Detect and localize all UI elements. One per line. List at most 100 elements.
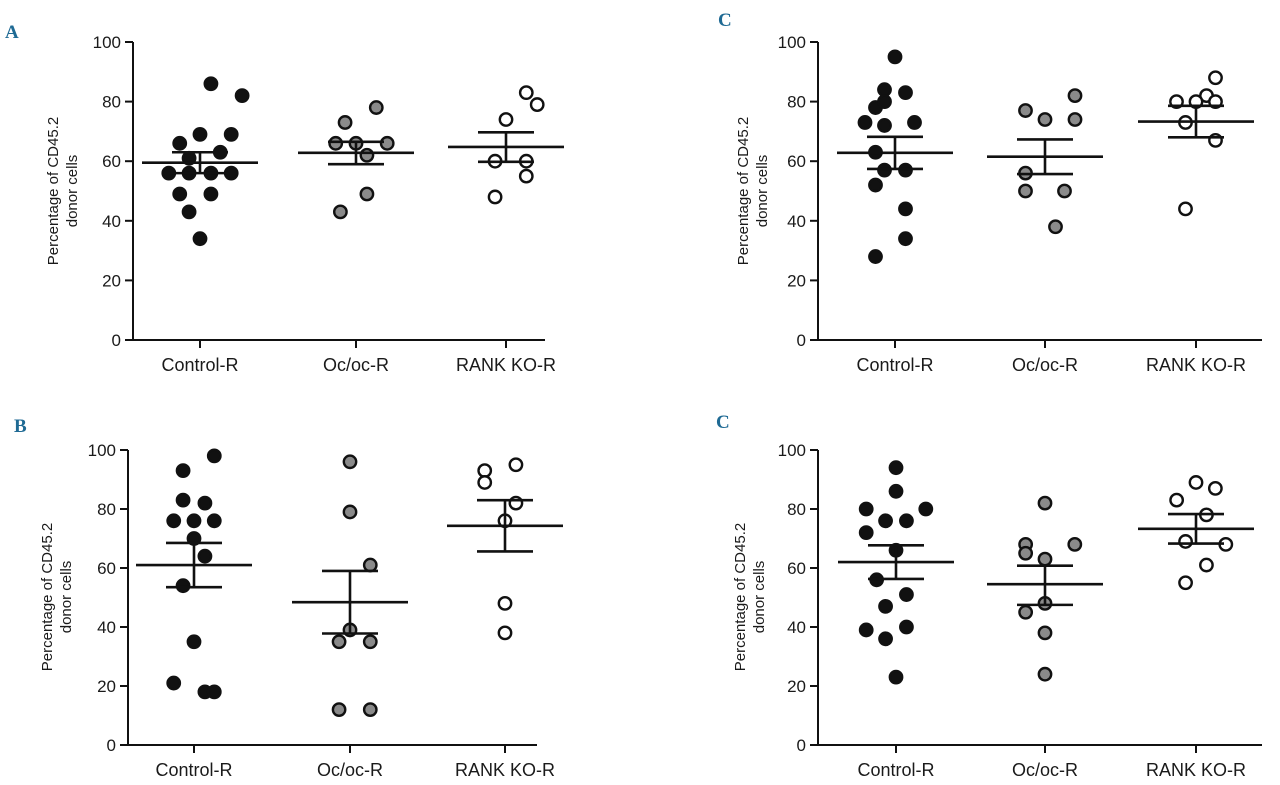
data-point bbox=[1037, 666, 1053, 682]
data-point bbox=[197, 548, 213, 564]
data-point bbox=[899, 587, 914, 602]
data-point bbox=[477, 475, 493, 490]
data-point bbox=[197, 495, 213, 511]
panel-letter: B bbox=[14, 416, 27, 437]
data-point bbox=[368, 100, 384, 115]
x-category-label: Control-R bbox=[857, 760, 934, 780]
data-point bbox=[192, 231, 208, 247]
data-point bbox=[888, 483, 904, 499]
data-point bbox=[1037, 625, 1053, 641]
y-tick-label: 40 bbox=[97, 618, 116, 637]
panel-letter: C bbox=[716, 412, 730, 433]
data-point bbox=[331, 702, 347, 717]
data-point bbox=[359, 147, 375, 163]
data-point bbox=[868, 177, 883, 193]
data-point bbox=[362, 634, 378, 650]
data-point bbox=[192, 126, 208, 142]
x-category-label: Oc/oc-R bbox=[1012, 355, 1078, 375]
data-point bbox=[529, 97, 545, 112]
y-tick-label: 20 bbox=[787, 271, 806, 290]
data-point bbox=[175, 463, 191, 479]
data-point bbox=[234, 88, 250, 104]
data-point bbox=[1169, 492, 1185, 508]
data-point bbox=[331, 634, 347, 650]
y-tick-label: 60 bbox=[97, 559, 116, 578]
data-point bbox=[487, 189, 503, 205]
y-tick-label: 100 bbox=[778, 33, 806, 52]
data-point bbox=[1178, 575, 1193, 591]
y-axis-label: Percentage of CD45.2 donor cells bbox=[39, 523, 75, 671]
data-point bbox=[1178, 534, 1193, 549]
data-point bbox=[497, 625, 513, 641]
data-point bbox=[858, 622, 874, 638]
data-point bbox=[888, 460, 904, 476]
x-category-label: Control-R bbox=[161, 355, 238, 375]
data-point bbox=[887, 49, 903, 65]
data-point bbox=[857, 115, 873, 130]
data-point bbox=[166, 675, 182, 691]
y-tick-label: 80 bbox=[787, 500, 806, 519]
y-tick-label: 0 bbox=[112, 331, 121, 350]
y-axis-label: Percentage of CD45.2 donor cells bbox=[735, 117, 771, 265]
data-point bbox=[878, 631, 893, 647]
data-point bbox=[1188, 475, 1204, 490]
data-point bbox=[918, 501, 934, 517]
data-point bbox=[362, 702, 378, 717]
x-category-label: Control-R bbox=[856, 355, 933, 375]
chart-panel-1: C 0 20 40 60 80 100 Percentage of CD45.2 donor c… bbox=[718, 10, 1262, 375]
data-point bbox=[181, 204, 197, 220]
data-point bbox=[332, 204, 348, 220]
y-tick-label: 80 bbox=[97, 500, 116, 519]
data-point bbox=[1208, 70, 1223, 86]
data-point bbox=[1048, 219, 1063, 235]
data-point bbox=[898, 85, 913, 101]
y-tick-label: 40 bbox=[787, 212, 806, 231]
x-category-label: Oc/oc-R bbox=[1012, 760, 1078, 780]
data-point bbox=[1178, 201, 1193, 217]
data-point bbox=[907, 115, 922, 130]
data-point bbox=[223, 126, 239, 142]
panel-letter: C bbox=[718, 10, 732, 31]
y-tick-label: 80 bbox=[102, 93, 121, 112]
data-point bbox=[899, 513, 914, 529]
y-tick-label: 0 bbox=[797, 736, 806, 755]
data-point bbox=[858, 501, 874, 517]
data-point bbox=[362, 557, 378, 573]
data-point bbox=[1067, 88, 1083, 104]
y-tick-label: 60 bbox=[102, 152, 121, 171]
data-point bbox=[359, 186, 375, 202]
data-point bbox=[1199, 557, 1214, 573]
data-point bbox=[186, 513, 202, 529]
x-category-label: Control-R bbox=[155, 760, 232, 780]
data-point bbox=[337, 115, 353, 130]
data-point bbox=[518, 85, 534, 101]
chart-panel-3: C 0 20 40 60 80 100 Percentage of CD45.2 donor c… bbox=[716, 412, 1262, 780]
data-point bbox=[1067, 537, 1083, 552]
data-point bbox=[898, 201, 913, 217]
y-tick-label: 20 bbox=[97, 677, 116, 696]
data-point bbox=[508, 495, 524, 511]
data-point bbox=[172, 135, 188, 151]
data-point bbox=[175, 578, 191, 594]
data-point bbox=[1018, 183, 1033, 199]
y-tick-label: 100 bbox=[88, 441, 116, 460]
y-tick-label: 20 bbox=[787, 677, 806, 696]
y-axis-label: Percentage of CD45.2 donor cells bbox=[732, 523, 768, 671]
data-point bbox=[898, 231, 913, 247]
chart-panel-2: B 0 20 40 60 80 100 Percentage of CD45.2 donor c… bbox=[14, 416, 563, 780]
data-point bbox=[858, 525, 874, 540]
data-point bbox=[1067, 112, 1083, 127]
y-tick-label: 20 bbox=[102, 271, 121, 290]
data-point bbox=[1037, 495, 1053, 511]
data-point bbox=[1037, 112, 1053, 127]
data-point bbox=[206, 684, 222, 700]
y-tick-label: 40 bbox=[102, 212, 121, 231]
x-category-label: RANK KO-R bbox=[455, 760, 555, 780]
data-point bbox=[877, 94, 892, 110]
data-point bbox=[342, 454, 358, 470]
y-tick-label: 60 bbox=[787, 152, 806, 171]
data-point bbox=[878, 598, 893, 614]
x-category-label: RANK KO-R bbox=[1146, 355, 1246, 375]
data-point bbox=[342, 504, 358, 520]
